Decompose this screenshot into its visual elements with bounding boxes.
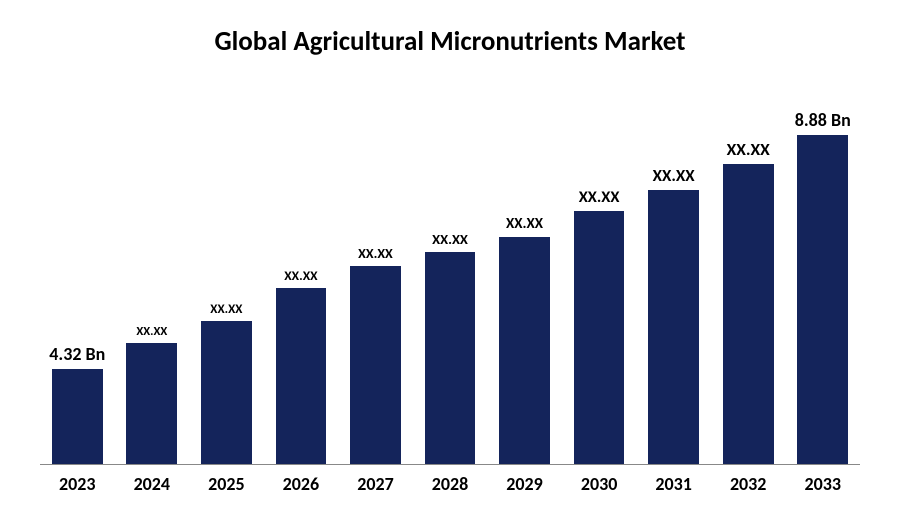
bar bbox=[499, 237, 550, 464]
x-axis-label: 2030 bbox=[562, 473, 637, 495]
plot-area: 4.32 Bn XX.XX XX.XX XX.XX XX.XX XX.XX XX.XX XX.… bbox=[40, 98, 860, 465]
bar-value-label: 4.32 Bn bbox=[49, 343, 105, 365]
bar-value-label: XX.XX bbox=[358, 245, 393, 262]
x-axis-label: 2033 bbox=[785, 473, 860, 495]
bar bbox=[574, 211, 625, 464]
x-axis-label: 2029 bbox=[487, 473, 562, 495]
bar bbox=[648, 190, 699, 465]
bar-group: XX.XX bbox=[338, 98, 413, 464]
bar-group: XX.XX bbox=[562, 98, 637, 464]
bar bbox=[52, 369, 103, 464]
bar-value-label: 8.88 Bn bbox=[795, 109, 851, 131]
bar-value-label: XX.XX bbox=[579, 187, 620, 207]
bar bbox=[201, 321, 252, 464]
bar-group: XX.XX bbox=[189, 98, 264, 464]
bar bbox=[276, 288, 327, 464]
bar bbox=[425, 252, 476, 464]
bar-group: XX.XX bbox=[413, 98, 488, 464]
x-axis: 2023202420252026202720282029203020312032… bbox=[40, 473, 860, 495]
bar bbox=[797, 135, 848, 464]
bar-value-label: XX.XX bbox=[653, 165, 695, 186]
bar-group: XX.XX bbox=[636, 98, 711, 464]
bar bbox=[350, 266, 401, 464]
x-axis-label: 2027 bbox=[338, 473, 413, 495]
bar-value-label: XX.XX bbox=[210, 302, 242, 317]
bar bbox=[126, 343, 177, 464]
bar-chart: Global Agricultural Micronutrients Marke… bbox=[0, 0, 900, 525]
x-axis-label: 2024 bbox=[115, 473, 190, 495]
x-axis-label: 2028 bbox=[413, 473, 488, 495]
bar-group: XX.XX bbox=[115, 98, 190, 464]
x-axis-label: 2032 bbox=[711, 473, 786, 495]
bar-value-label: XX.XX bbox=[727, 138, 770, 160]
bar-group: XX.XX bbox=[711, 98, 786, 464]
x-axis-label: 2025 bbox=[189, 473, 264, 495]
x-axis-label: 2031 bbox=[636, 473, 711, 495]
x-axis-label: 2026 bbox=[264, 473, 339, 495]
chart-title: Global Agricultural Micronutrients Marke… bbox=[40, 25, 860, 58]
bar bbox=[723, 164, 774, 464]
bar-group: XX.XX bbox=[264, 98, 339, 464]
bar-group: 4.32 Bn bbox=[40, 98, 115, 464]
bar-value-label: XX.XX bbox=[284, 267, 317, 284]
x-axis-label: 2023 bbox=[40, 473, 115, 495]
bar-value-label: XX.XX bbox=[432, 230, 468, 248]
bar-value-label: XX.XX bbox=[136, 324, 167, 339]
bar-group: 8.88 Bn bbox=[785, 98, 860, 464]
bar-value-label: XX.XX bbox=[506, 215, 543, 233]
bar-group: XX.XX bbox=[487, 98, 562, 464]
